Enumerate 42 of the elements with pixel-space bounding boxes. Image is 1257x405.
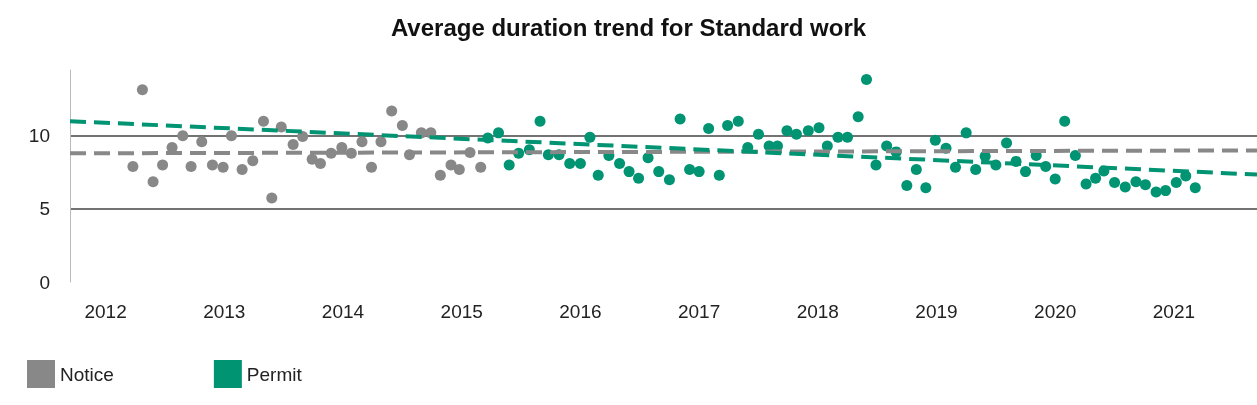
y-tick-label: 10 bbox=[28, 125, 50, 147]
x-tick-label: 2014 bbox=[321, 301, 365, 322]
point bbox=[127, 161, 139, 172]
x-tick-label: 2018 bbox=[796, 301, 839, 322]
point bbox=[136, 84, 148, 96]
point bbox=[236, 163, 248, 175]
point bbox=[196, 136, 208, 148]
point bbox=[185, 161, 197, 172]
x-tick-label: 2015 bbox=[440, 301, 483, 322]
point bbox=[396, 120, 408, 132]
point bbox=[177, 130, 189, 142]
point bbox=[375, 136, 387, 148]
point bbox=[247, 155, 259, 167]
point bbox=[147, 176, 159, 188]
point bbox=[475, 161, 487, 173]
point bbox=[157, 159, 169, 171]
point bbox=[356, 136, 368, 148]
point bbox=[275, 121, 287, 133]
point bbox=[217, 161, 229, 173]
point bbox=[266, 192, 278, 204]
x-tick-label: 2017 bbox=[677, 301, 721, 322]
x-tick-label: 2016 bbox=[559, 301, 602, 322]
point bbox=[206, 159, 218, 171]
x-tick-label: 2019 bbox=[915, 301, 958, 322]
point bbox=[434, 169, 446, 181]
point bbox=[297, 131, 309, 143]
chart-title: Average duration trend for Standard work bbox=[390, 13, 867, 41]
x-tick-label: 2020 bbox=[1034, 301, 1077, 322]
y-tick-label: 5 bbox=[39, 198, 50, 220]
point bbox=[366, 161, 377, 173]
point bbox=[287, 139, 299, 151]
point bbox=[386, 105, 398, 117]
legend-label: Permit bbox=[246, 363, 303, 385]
y-tick-label: 0 bbox=[39, 271, 50, 293]
legend-label: Notice bbox=[60, 363, 114, 385]
point bbox=[453, 163, 465, 175]
x-tick-label: 2013 bbox=[203, 301, 246, 322]
point bbox=[257, 115, 269, 127]
x-tick-label: 2021 bbox=[1152, 301, 1196, 322]
point bbox=[225, 130, 237, 142]
point bbox=[314, 158, 326, 170]
x-tick-label: 2012 bbox=[84, 301, 127, 322]
